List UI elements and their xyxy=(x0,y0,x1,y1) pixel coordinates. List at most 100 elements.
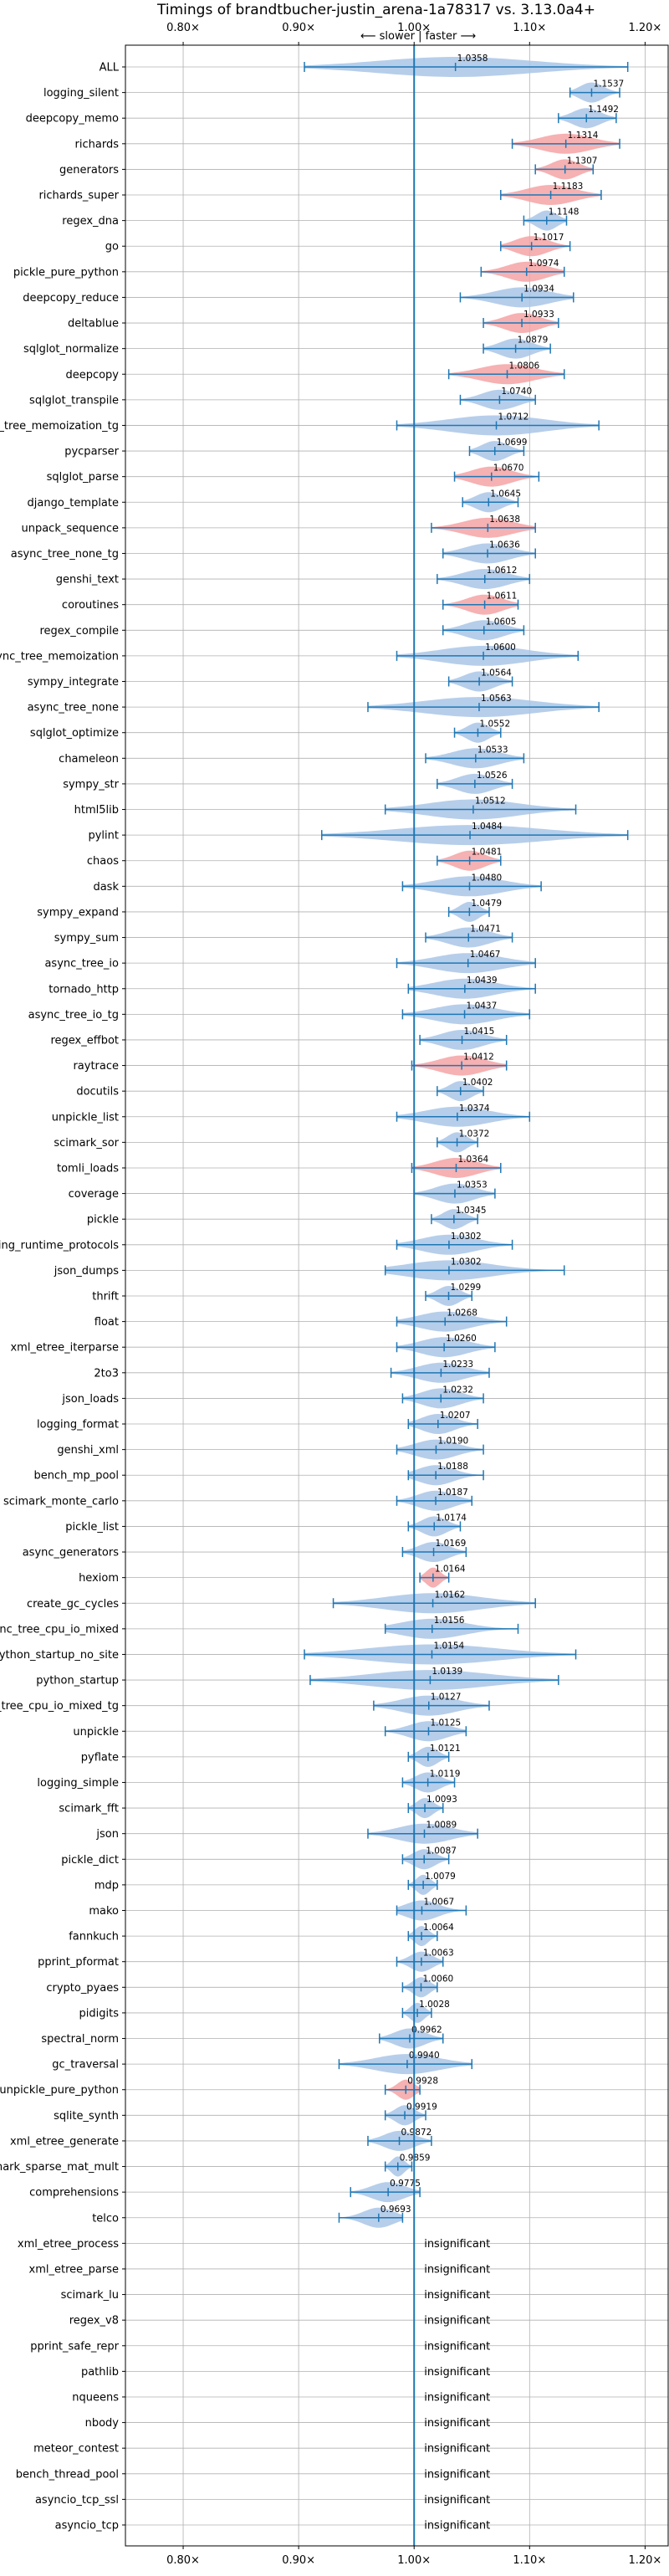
median-value-label: 1.0302 xyxy=(451,1257,482,1267)
top-axis: 0.80× 0.90× 1.00× 1.10× 1.20× xyxy=(166,22,661,45)
benchmark-label: xml_etree_iterparse xyxy=(10,1342,119,1355)
benchmark-label: sqlite_synth xyxy=(54,2110,119,2123)
benchmark-row: xml_etree_iterparse 1.0260 xyxy=(10,1334,496,1358)
insignificant-label: insignificant xyxy=(424,2494,490,2507)
benchmark-row: scimark_lu insignificant xyxy=(61,2289,491,2302)
median-value-label: 1.0188 xyxy=(437,1462,468,1472)
median-value-label: 0.9919 xyxy=(406,2102,437,2112)
insignificant-label: insignificant xyxy=(424,2315,490,2328)
benchmark-label: regex_dna xyxy=(62,215,119,228)
benchmark-label: thrift xyxy=(92,1291,119,1303)
benchmark-row: xml_etree_parse insignificant xyxy=(29,2263,491,2276)
benchmark-row: mako 1.0067 xyxy=(89,1897,467,1921)
benchmark-label: asyncio_tcp_ssl xyxy=(35,2494,119,2507)
median-value-label: 1.0087 xyxy=(426,1846,457,1856)
benchmark-row: 2to3 1.0233 xyxy=(94,1360,490,1383)
median-value-label: 1.0299 xyxy=(451,1283,482,1293)
benchmark-row: typing_runtime_protocols 1.0302 xyxy=(0,1232,513,1255)
benchmark-label: richards_super xyxy=(38,190,119,202)
median-value-label: 1.0268 xyxy=(447,1308,477,1319)
median-value-label: 1.1307 xyxy=(567,156,598,166)
median-value-label: 1.0552 xyxy=(479,720,510,730)
benchmark-row: scimark_fft 1.0093 xyxy=(59,1795,457,1819)
tick-label-top: 0.90× xyxy=(282,22,315,34)
benchmark-label: scimark_sor xyxy=(54,1137,119,1150)
insignificant-label: insignificant xyxy=(424,2468,490,2481)
benchmark-label: async_tree_none_tg xyxy=(11,548,119,561)
benchmark-row: pathlib insignificant xyxy=(81,2366,490,2379)
median-value-label: 1.0060 xyxy=(422,1974,453,1984)
benchmark-label: deltablue xyxy=(68,318,119,330)
tick-label-top: 1.20× xyxy=(628,22,661,34)
median-value-label: 1.1314 xyxy=(568,131,599,141)
benchmark-label: python_startup_no_site xyxy=(0,1649,119,1662)
median-value-label: 1.0636 xyxy=(489,540,520,550)
benchmark-label: chameleon xyxy=(59,753,119,766)
median-value-label: 1.1492 xyxy=(588,105,619,115)
median-value-label: 1.0437 xyxy=(467,1001,498,1011)
chart-subtitle: ⟵ slower | faster ⟶ xyxy=(360,30,476,43)
benchmark-label: comprehensions xyxy=(29,2187,119,2200)
insignificant-label: insignificant xyxy=(424,2289,490,2302)
benchmark-label: unpickle_list xyxy=(52,1111,119,1124)
benchmark-row: json 1.0089 xyxy=(95,1821,478,1844)
benchmark-row: pickle 1.0345 xyxy=(87,1206,487,1230)
benchmark-label: nqueens xyxy=(72,2391,119,2404)
median-value-label: 1.0479 xyxy=(471,899,502,909)
benchmark-label: regex_compile xyxy=(39,625,119,638)
benchmark-label: asyncio_tcp xyxy=(55,2520,119,2532)
benchmark-row: dask 1.0480 xyxy=(93,873,542,897)
benchmark-label: gc_traversal xyxy=(52,2059,119,2072)
benchmark-label: sympy_expand xyxy=(37,906,119,919)
benchmark-label: async_tree_memoization xyxy=(0,650,119,663)
benchmark-label: async_tree_cpu_io_mixed xyxy=(0,1623,119,1636)
median-value-label: 1.0740 xyxy=(501,387,532,397)
benchmark-row: pickle_dict 1.0087 xyxy=(61,1846,457,1870)
benchmark-row: crypto_pyaes 1.0060 xyxy=(46,1974,453,1998)
median-value-label: 1.0374 xyxy=(459,1104,490,1114)
benchmark-label: pylint xyxy=(88,830,119,842)
median-value-label: 1.0232 xyxy=(442,1385,473,1395)
benchmark-row: nbody insignificant xyxy=(85,2417,491,2430)
median-value-label: 1.0372 xyxy=(459,1129,490,1139)
median-value-label: 1.0345 xyxy=(456,1206,487,1216)
benchmark-row: create_gc_cycles 1.0162 xyxy=(27,1590,536,1614)
benchmark-row: hexiom 1.0164 xyxy=(79,1565,466,1588)
benchmark-label: sqlglot_normalize xyxy=(23,343,119,356)
benchmark-row: sympy_integrate 1.0564 xyxy=(28,668,513,692)
benchmark-label: async_tree_io xyxy=(44,958,119,970)
median-value-label: 1.0879 xyxy=(518,335,549,346)
benchmark-row: spectral_norm 0.9962 xyxy=(41,2025,444,2049)
median-value-label: 1.0353 xyxy=(457,1180,488,1191)
benchmark-label: create_gc_cycles xyxy=(27,1598,119,1611)
benchmark-label: chaos xyxy=(87,855,119,868)
benchmark-label: async_tree_memoization_tg xyxy=(0,420,119,433)
median-value-label: 1.0471 xyxy=(470,924,501,935)
median-value-label: 1.0600 xyxy=(485,643,516,653)
benchmark-label: bench_mp_pool xyxy=(33,1470,119,1483)
benchmark-row: async_tree_io 1.0467 xyxy=(44,950,536,974)
benchmark-label: scimark_lu xyxy=(61,2289,119,2302)
median-value-label: 1.0412 xyxy=(463,1052,494,1063)
tick-label-bottom: 1.00× xyxy=(397,2554,431,2567)
median-value-label: 1.0699 xyxy=(497,438,528,448)
benchmark-label: regex_effbot xyxy=(50,1034,119,1047)
benchmark-row: json_dumps 1.0302 xyxy=(54,1257,565,1281)
benchmark-label: async_generators xyxy=(23,1547,120,1559)
tick-label-bottom: 1.20× xyxy=(628,2554,661,2567)
benchmark-label: pathlib xyxy=(81,2366,119,2379)
benchmark-label: scimark_sparse_mat_mult xyxy=(0,2161,119,2174)
benchmark-row: pprint_safe_repr insignificant xyxy=(30,2340,490,2353)
benchmark-row: telco 0.9693 xyxy=(92,2205,411,2228)
benchmark-label: unpickle_pure_python xyxy=(0,2084,119,2097)
benchmark-label: spectral_norm xyxy=(41,2033,119,2046)
benchmark-row: regex_v8 insignificant xyxy=(69,2315,490,2328)
benchmark-row: bench_thread_pool insignificant xyxy=(16,2468,490,2481)
benchmark-label: telco xyxy=(92,2212,119,2225)
benchmark-row: docutils 1.0402 xyxy=(76,1078,493,1102)
benchmark-label: sqlglot_transpile xyxy=(29,394,119,407)
benchmark-row: coverage 1.0353 xyxy=(69,1180,496,1204)
median-value-label: 1.0187 xyxy=(437,1488,468,1498)
median-value-label: 1.0079 xyxy=(425,1872,456,1882)
benchmark-row: deepcopy_memo 1.1492 xyxy=(26,105,619,129)
